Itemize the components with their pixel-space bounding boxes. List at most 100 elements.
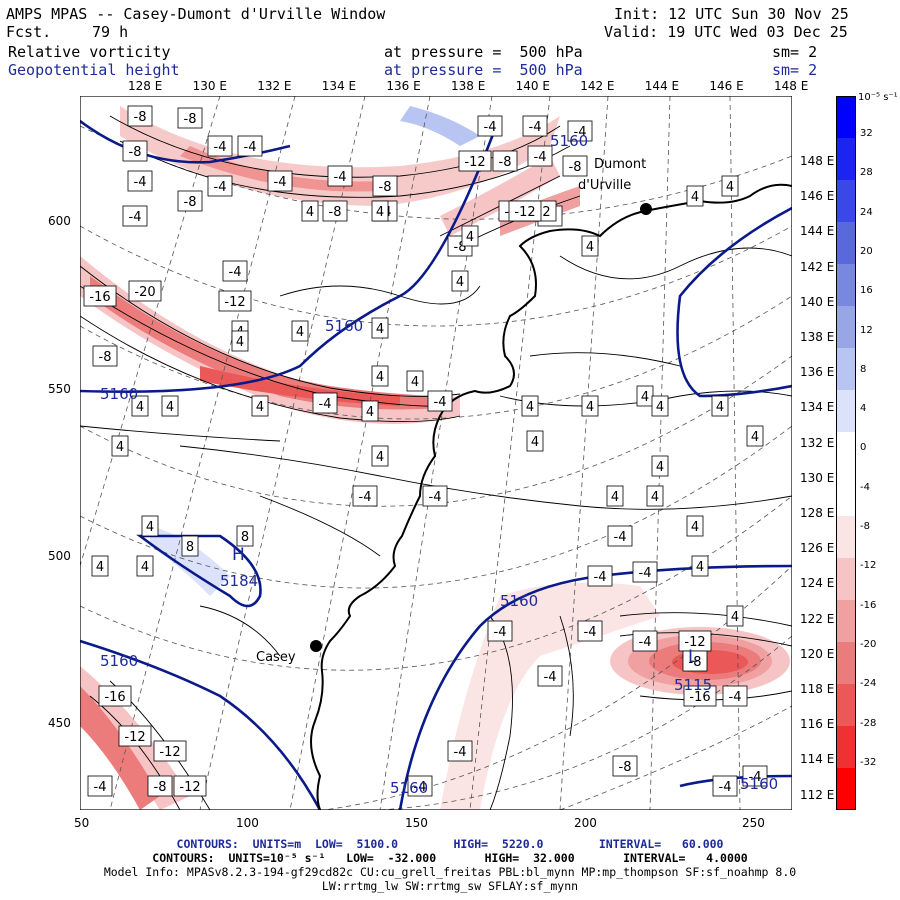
svg-text:4: 4 xyxy=(466,230,474,245)
vorticity-contour-label: -4 xyxy=(427,390,453,412)
right-lon-label: 134 E xyxy=(800,400,835,415)
svg-text:4: 4 xyxy=(376,322,384,337)
svg-text:4: 4 xyxy=(366,405,374,420)
vorticity-contour-label: -12 xyxy=(508,200,542,222)
colorbar-tick-label: 4 xyxy=(860,403,867,415)
right-lon-label: 122 E xyxy=(800,611,835,626)
bottom-grid-label: 150 xyxy=(405,816,428,830)
place-durville: d'Urville xyxy=(578,178,632,193)
vorticity-contour-label: -4 xyxy=(632,561,658,583)
svg-text:-8: -8 xyxy=(184,112,197,127)
svg-text:-4: -4 xyxy=(319,397,332,412)
vorticity-contour-label: -12 xyxy=(458,150,492,172)
top-lon-label: 148 E xyxy=(774,79,809,93)
height-contour-label: 5160 xyxy=(500,592,538,610)
vorticity-contour-label: -16 xyxy=(98,685,132,707)
right-lon-label: 142 E xyxy=(800,259,835,274)
svg-text:-4: -4 xyxy=(214,140,227,155)
svg-text:4: 4 xyxy=(136,400,144,415)
svg-text:4: 4 xyxy=(586,400,594,415)
vorticity-contour-label: 4 xyxy=(91,555,109,577)
field2-name: Geopotential height xyxy=(8,61,180,79)
vorticity-contour-label: -4 xyxy=(207,135,233,157)
vorticity-contour-label: -4 xyxy=(352,485,378,507)
footer-height-contours: CONTOURS: UNITS=m LOW= 5100.0 HIGH= 5220… xyxy=(176,837,724,851)
right-lon-label: 138 E xyxy=(800,330,835,344)
svg-text:-4: -4 xyxy=(134,175,147,190)
svg-text:-8: -8 xyxy=(99,350,112,365)
vorticity-contour-label: -4 xyxy=(327,165,353,187)
svg-text:4: 4 xyxy=(691,520,699,535)
height-contour-label: 5160 xyxy=(390,779,428,797)
colorbar-tick-label: 12 xyxy=(860,324,873,336)
left-grid-label: 550 xyxy=(48,382,71,396)
field2-level: at pressure = 500 hPa xyxy=(384,61,583,79)
svg-text:-8: -8 xyxy=(184,195,197,210)
colorbar-swatch xyxy=(836,432,856,475)
right-lon-label: 130 E xyxy=(800,470,835,485)
svg-text:4: 4 xyxy=(376,370,384,385)
top-lon-label: 128 E xyxy=(128,79,163,93)
svg-text:-4: -4 xyxy=(534,150,547,165)
svg-text:-12: -12 xyxy=(124,730,145,745)
pressure-center-label: H xyxy=(232,545,245,565)
colorbar-swatch xyxy=(836,138,856,181)
svg-text:-4: -4 xyxy=(584,625,597,640)
svg-text:4: 4 xyxy=(651,490,659,505)
vorticity-contour-label: 4 xyxy=(451,270,469,292)
colorbar-swatch xyxy=(836,222,856,265)
vorticity-contour-label: 4 xyxy=(521,395,539,417)
vorticity-contour-label: -4 xyxy=(487,620,513,642)
vorticity-contour-label: -4 xyxy=(567,120,593,142)
vorticity-contour-label: -4 xyxy=(222,260,248,282)
svg-text:4: 4 xyxy=(716,400,724,415)
svg-text:-8: -8 xyxy=(329,205,342,220)
vorticity-contour-label: -8 xyxy=(92,345,118,367)
colorbar-swatch xyxy=(836,642,856,685)
svg-text:-20: -20 xyxy=(134,285,155,300)
svg-text:4: 4 xyxy=(751,430,759,445)
svg-text:-4: -4 xyxy=(334,170,347,185)
top-lon-label: 130 E xyxy=(192,79,227,93)
vorticity-contour-label: -8 xyxy=(177,107,203,129)
svg-text:-12: -12 xyxy=(684,635,705,650)
left-grid-label: 600 xyxy=(48,214,71,228)
vorticity-contour-label: 4 xyxy=(291,320,309,342)
svg-text:-4: -4 xyxy=(719,780,732,795)
svg-text:4: 4 xyxy=(531,435,539,450)
place-dumont: Dumont xyxy=(594,157,647,172)
right-lon-label: 128 E xyxy=(800,506,835,520)
colorbar-tick-label: -12 xyxy=(860,560,877,572)
vorticity-contour-label: -4 xyxy=(122,205,148,227)
svg-text:-4: -4 xyxy=(594,570,607,585)
svg-text:4: 4 xyxy=(691,190,699,205)
svg-text:4: 4 xyxy=(96,560,104,575)
vorticity-contour-label: -4 xyxy=(127,170,153,192)
right-lon-label: 112 E xyxy=(800,787,835,802)
svg-text:-8: -8 xyxy=(154,780,167,795)
colorbar-tick-label: 0 xyxy=(860,442,867,454)
vorticity-contour-label: -4 xyxy=(527,145,553,167)
forecast-hour: 79 h xyxy=(92,23,129,41)
colorbar-tick-label: -32 xyxy=(860,756,877,768)
map-title: AMPS MPAS -- Casey-Dumont d'Urville Wind… xyxy=(6,5,386,23)
svg-text:4: 4 xyxy=(116,440,124,455)
svg-text:-4: -4 xyxy=(749,770,762,785)
right-lon-label: 116 E xyxy=(800,717,835,732)
vorticity-contour-label: -8 xyxy=(322,200,348,222)
vorticity-contour-label: 4 xyxy=(646,485,664,507)
svg-text:4: 4 xyxy=(656,460,664,475)
vorticity-contour-label: -8 xyxy=(372,175,398,197)
colorbar-swatch xyxy=(836,306,856,349)
vorticity-contour-label: -8 xyxy=(682,650,708,672)
vorticity-contour-label: 4 xyxy=(371,317,389,339)
bottom-grid-label: 50 xyxy=(74,816,90,830)
bottom-grid-label: 200 xyxy=(574,816,597,830)
vorticity-contour-label: 4 xyxy=(721,175,739,197)
svg-text:-4: -4 xyxy=(529,120,542,135)
vorticity-contour-label: 4 xyxy=(651,395,669,417)
vorticity-contour-label: -4 xyxy=(237,135,263,157)
vorticity-contour-label: -8 xyxy=(127,105,153,127)
svg-text:-4: -4 xyxy=(129,210,142,225)
casey-station-marker xyxy=(310,640,322,652)
